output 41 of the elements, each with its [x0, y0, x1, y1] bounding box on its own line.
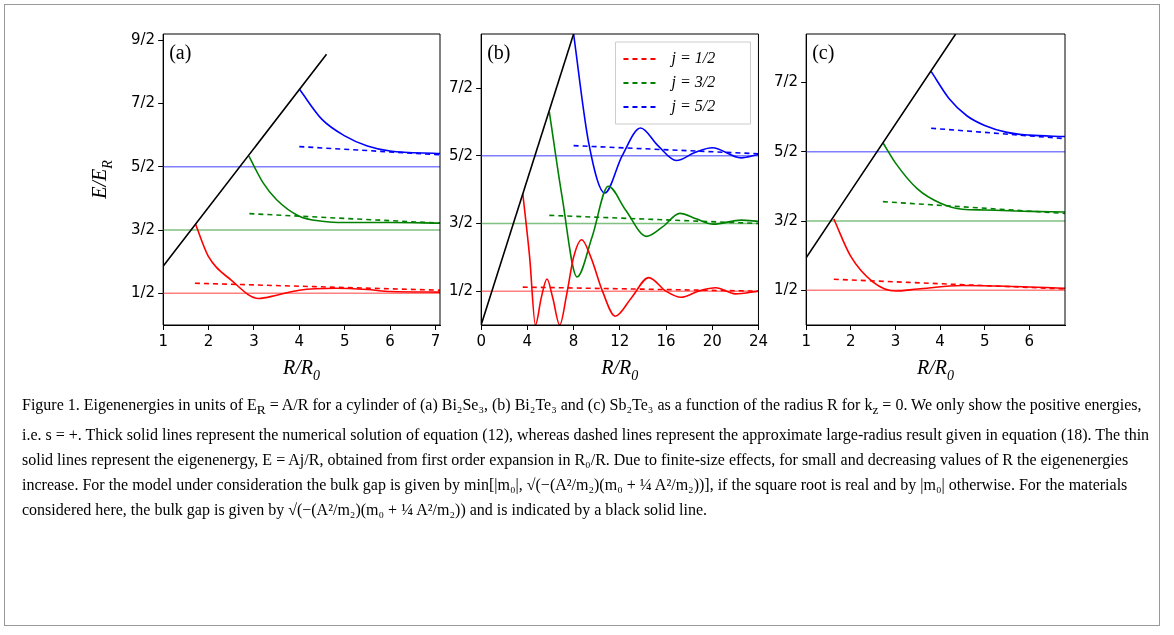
x-tick-label: 5: [339, 331, 350, 350]
text: Figure 1. Eigenenergies in units of E$_{R}$ = A/R for a cylinder of (a) Bi₂Se₃, (b) Bi₂Te₃ and (c) Sb₂Te₃ as a function of the radius R for k$_{z}$ = 0. We only show the positive energies, i.e. s = +. Thick solid lines represent the numerical solution of equation (12), whereas dashed lines represent the approximate large-radius result given in equation (18). The thin solid lines represent the eigenenergy, E = Aj/R, obtained from first order expansion in R₀/R. Due to finite-size effects, for small and decreasing values of R the eigenenergies increase. For the model under consideration the bulk gap is given by min[|m₀|, √(−(A²/m₂)(m₀ + ¼ A²/m₂))], if the square root is real and by |m₀| otherwise. For the materials considered here, the bulk gap is given by √(−(A²/m₂)(m₀ + ¼ A²/m₂)) and is indicated by a black solid line.: [22, 396, 1150, 519]
x-tick-label: 12: [610, 331, 630, 350]
x-tick-label: 1: [801, 331, 811, 350]
y-tick-label: 5/2: [449, 145, 474, 164]
x-tick-label: 2: [846, 331, 856, 350]
x-tick-label: 0: [476, 331, 486, 350]
x-tick-label: 4: [935, 331, 945, 350]
legend-label: j = 1/2: [669, 49, 716, 68]
x-tick-label: 2: [203, 331, 214, 350]
x-tick-label: 7: [430, 331, 441, 350]
y-tick-label: 3/2: [131, 220, 156, 238]
x-tick-label: 5: [979, 331, 990, 350]
legend-label: j = 3/2: [669, 73, 716, 92]
y-tick-label: 9/2: [131, 30, 156, 49]
y-tick-label: 1/2: [449, 281, 474, 300]
annotation: (b): [487, 41, 511, 65]
y-tick-label: 3/2: [774, 210, 799, 229]
legend-label: j = 5/2: [669, 97, 716, 116]
x-tick-label: 6: [1024, 331, 1035, 350]
y-tick-label: 1/2: [131, 283, 156, 302]
x-tick-label: 3: [890, 331, 901, 350]
y-tick-label: 3/2: [449, 213, 474, 232]
y-tick-label: 5/2: [131, 156, 156, 175]
y-tick-label: 7/2: [131, 93, 156, 112]
y-axis-title: E/ER: [88, 159, 115, 200]
y-tick-label: 5/2: [774, 141, 799, 160]
x-tick-label: 20: [702, 331, 722, 350]
x-tick-label: 8: [568, 331, 579, 350]
x-tick-label: 1: [158, 331, 168, 350]
y-tick-label: 7/2: [774, 72, 799, 91]
annotation: (c): [812, 41, 835, 65]
x-tick-label: 16: [656, 331, 676, 350]
x-tick-label: 3: [249, 331, 259, 350]
x-tick-label: 4: [522, 331, 533, 350]
x-tick-label: 24: [748, 331, 768, 350]
y-tick-label: 1/2: [774, 280, 799, 299]
annotation: (a): [169, 41, 192, 65]
x-tick-label: 4: [294, 331, 305, 350]
y-tick-label: 7/2: [449, 78, 474, 97]
x-tick-label: 6: [385, 331, 395, 350]
